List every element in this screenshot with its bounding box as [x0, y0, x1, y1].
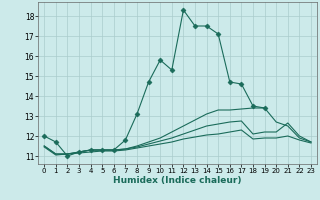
X-axis label: Humidex (Indice chaleur): Humidex (Indice chaleur) — [113, 176, 242, 185]
